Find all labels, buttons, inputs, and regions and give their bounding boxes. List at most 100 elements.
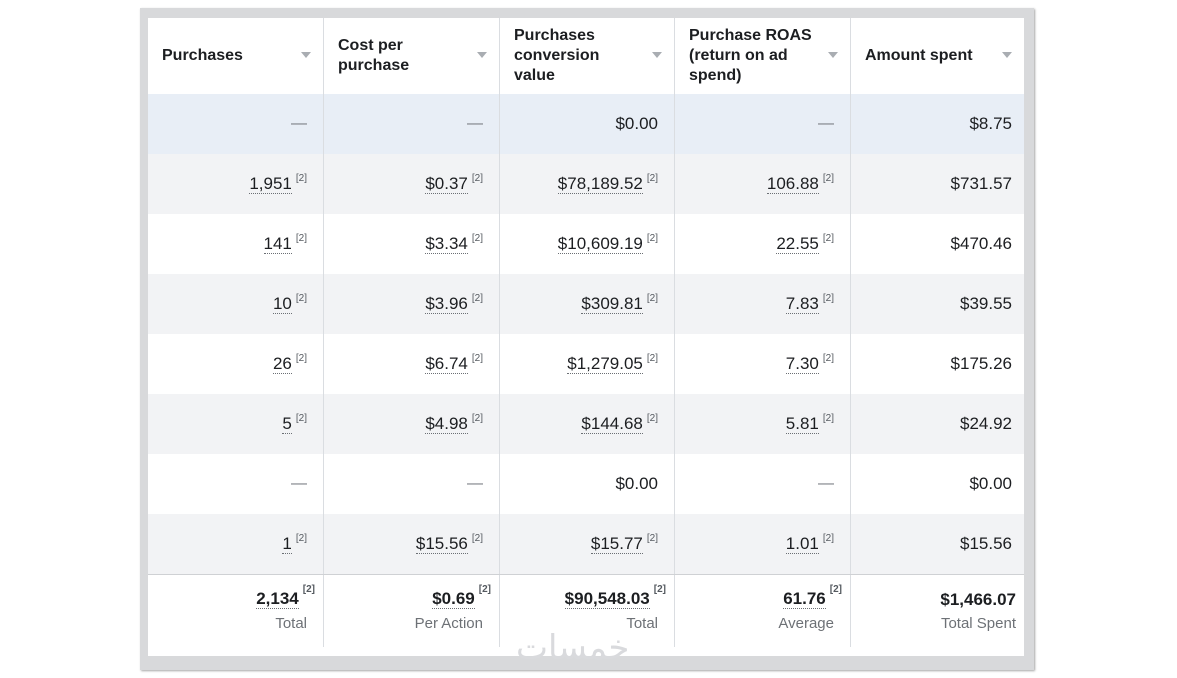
metric-link[interactable]: 61.76 [783, 589, 826, 609]
cell-purchases: — [148, 94, 324, 154]
footnote-marker: [2] [646, 412, 658, 424]
metric-link[interactable]: $3.34 [425, 233, 468, 254]
cell-amount-spent: $470.46 [950, 234, 1012, 253]
total-label: Total [275, 615, 307, 632]
metric-link[interactable]: 106.88 [766, 173, 819, 194]
metric-link[interactable]: $15.77 [590, 533, 643, 554]
cell-conversion-value: $0.00 [500, 94, 675, 154]
cell-roas: — [675, 94, 851, 154]
metric-link[interactable]: 1,951 [249, 173, 292, 194]
footnote-marker: [2] [295, 292, 307, 304]
table-header: Purchases Cost per purchase Purchases co… [148, 18, 1024, 95]
metric-link[interactable]: $0.69 [432, 589, 475, 609]
metric-link[interactable]: 5.81 [785, 413, 819, 434]
column-header-label: Purchases [162, 47, 243, 64]
column-header-label: Amount spent [865, 47, 973, 64]
total-label: Total Spent [940, 614, 1016, 632]
cell-cost-per-purchase: — [324, 454, 500, 514]
table-row[interactable]: 10 [2] $3.96 [2] $309.81 [2] 7.83 [2] $39.55 [148, 274, 1024, 334]
sort-caret-icon[interactable] [828, 52, 838, 58]
metric-link[interactable]: $3.96 [425, 293, 468, 314]
metric-link[interactable]: 1 [282, 533, 292, 554]
metric-link[interactable]: $15.56 [415, 533, 468, 554]
cell-amount-spent: $0.00 [969, 474, 1012, 493]
cell-purchases: 10 [2] [148, 274, 324, 334]
metric-link[interactable]: $78,189.52 [557, 173, 643, 194]
total-label: Average [778, 615, 834, 632]
footnote-marker: [2] [822, 352, 834, 364]
total-purchases: 2,134 [2] Total [148, 575, 324, 647]
column-header-conversion-value[interactable]: Purchases conversion value [500, 18, 675, 94]
footnote-marker: [2] [646, 532, 658, 544]
footnote-marker: [2] [822, 232, 834, 244]
metric-link[interactable]: 22.55 [776, 233, 819, 254]
footnote-marker: [2] [471, 292, 483, 304]
column-header-label: Purchase ROAS (return on ad spend) [689, 27, 812, 84]
sort-caret-icon[interactable] [652, 52, 662, 58]
footnote-marker: [2] [646, 292, 658, 304]
metric-link[interactable]: 7.83 [785, 293, 819, 314]
cell-conversion-value: $0.00 [500, 454, 675, 514]
metric-link[interactable]: $90,548.03 [564, 589, 650, 609]
cell-amount-spent: $731.57 [950, 174, 1012, 193]
metric-link[interactable]: $10,609.19 [557, 233, 643, 254]
column-header-label: Purchases conversion value [514, 27, 600, 84]
table-row[interactable]: 1 [2] $15.56 [2] $15.77 [2] 1.01 [2] $15.56 [148, 514, 1024, 574]
metric-link[interactable]: $309.81 [581, 293, 643, 314]
sort-caret-icon[interactable] [1002, 52, 1012, 58]
footnote-marker: [2] [295, 232, 307, 244]
table-row[interactable]: 26 [2] $6.74 [2] $1,279.05 [2] 7.30 [2] $175… [148, 334, 1024, 394]
metric-link[interactable]: 5 [282, 413, 292, 434]
total-cost-per-purchase: $0.69 [2] Per Action [324, 575, 500, 647]
metric-link[interactable]: $6.74 [425, 353, 468, 374]
metric-link[interactable]: 10 [272, 293, 292, 314]
cell-cost-per-purchase: — [324, 94, 500, 154]
metric-link[interactable]: $144.68 [581, 413, 643, 434]
cell-cost-per-purchase: $15.56 [2] [324, 514, 500, 574]
cell-purchases: 1 [2] [148, 514, 324, 574]
metric-link[interactable]: $1,279.05 [567, 353, 643, 374]
column-header-cost-per-purchase[interactable]: Cost per purchase [324, 18, 500, 94]
metric-link[interactable]: $4.98 [425, 413, 468, 434]
cell-conversion-value: $15.77 [2] [500, 514, 675, 574]
footnote-marker: [2] [302, 584, 315, 595]
footnote-marker: [2] [653, 584, 666, 595]
cell-amount-spent: $39.55 [960, 294, 1012, 313]
metric-link[interactable]: 7.30 [785, 353, 819, 374]
column-header-purchases[interactable]: Purchases [148, 18, 324, 94]
cell-purchases: 5 [2] [148, 394, 324, 454]
metric-link[interactable]: 141 [263, 233, 292, 254]
cell-amount-spent: $175.26 [950, 354, 1012, 373]
cell-purchases: 141 [2] [148, 214, 324, 274]
cell-purchases: — [148, 454, 324, 514]
cell-roas: 1.01 [2] [675, 514, 851, 574]
metric-link[interactable]: $0.37 [425, 173, 468, 194]
cell-cost-per-purchase: $6.74 [2] [324, 334, 500, 394]
cell-conversion-value: $78,189.52 [2] [500, 154, 675, 214]
sort-caret-icon[interactable] [477, 52, 487, 58]
cell-conversion-value: $309.81 [2] [500, 274, 675, 334]
cell-conversion-value: $144.68 [2] [500, 394, 675, 454]
cell-amount-spent: $24.92 [960, 414, 1012, 433]
footnote-marker: [2] [478, 584, 491, 595]
footnote-marker: [2] [822, 172, 834, 184]
table-row[interactable]: — — $0.00 — $0.00 [148, 454, 1024, 514]
table-row[interactable]: 5 [2] $4.98 [2] $144.68 [2] 5.81 [2] $24.92 [148, 394, 1024, 454]
metric-link[interactable]: 1.01 [785, 533, 819, 554]
footnote-marker: [2] [471, 412, 483, 424]
table-row[interactable]: 141 [2] $3.34 [2] $10,609.19 [2] 22.55 [2] $… [148, 214, 1024, 274]
table-frame: Purchases Cost per purchase Purchases co… [140, 8, 1034, 670]
column-header-amount-spent[interactable]: Amount spent [851, 18, 1024, 94]
metric-link[interactable]: 2,134 [256, 589, 299, 609]
cell-cost-per-purchase: $3.34 [2] [324, 214, 500, 274]
column-header-roas[interactable]: Purchase ROAS (return on ad spend) [675, 18, 851, 94]
table-row[interactable]: 1,951 [2] $0.37 [2] $78,189.52 [2] 106.88 [2… [148, 154, 1024, 214]
sort-caret-icon[interactable] [301, 52, 311, 58]
metric-link[interactable]: 26 [272, 353, 292, 374]
table-row[interactable]: — — $0.00 — $8.75 [148, 94, 1024, 154]
cell-amount-spent: $15.56 [960, 534, 1012, 553]
cell-cost-per-purchase: $3.96 [2] [324, 274, 500, 334]
totals-row: 2,134 [2] Total $0.69 [2] Per Action $90,5… [148, 574, 1024, 647]
footnote-marker: [2] [822, 412, 834, 424]
total-roas: 61.76 [2] Average [675, 575, 851, 647]
